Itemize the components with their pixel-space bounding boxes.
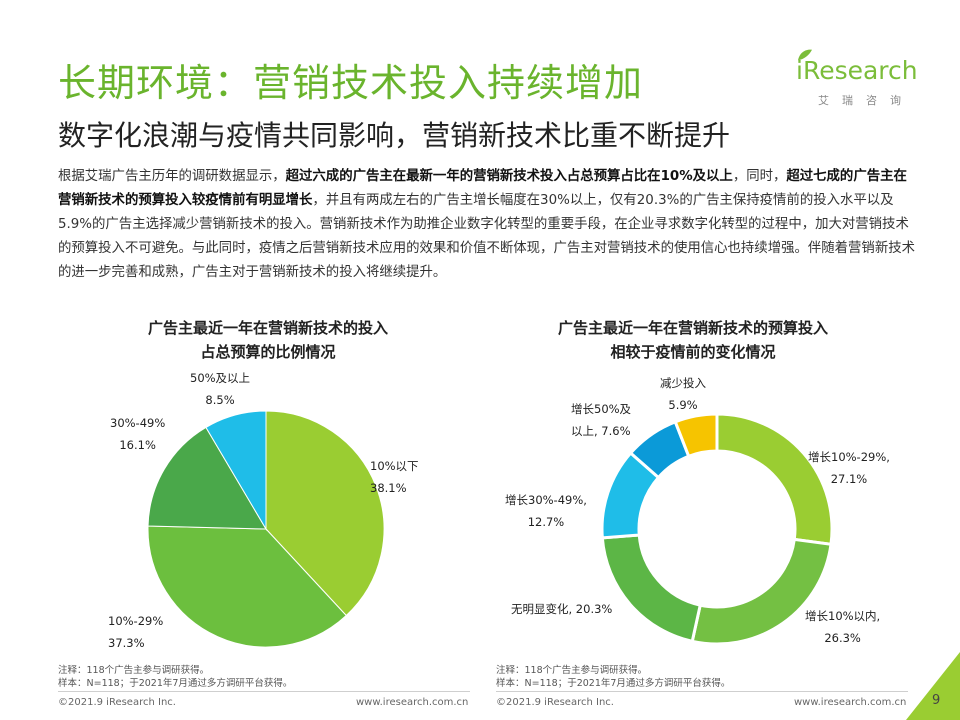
footer-copyright-left: ©2021.9 iResearch Inc. [58, 697, 176, 708]
pie-slice-2 [147, 426, 267, 530]
pie-slice-0 [265, 410, 385, 617]
pie-slice-1 [147, 525, 347, 648]
leaf-icon [798, 49, 812, 61]
donut-label-nochange: 无明显变化, 20.3% [511, 602, 613, 616]
pie-note: 注释：118个广告主参与调研获得。 样本：N=118；于2021年7月通过多方调… [58, 665, 293, 689]
page-subtitle: 数字化浪潮与疫情共同影响，营销新技术比重不断提升 [58, 119, 731, 152]
body-paragraph: 根据艾瑞广告主历年的调研数据显示，超过六成的广告主在最新一年的营销新技术投入占总… [58, 169, 915, 280]
donut-label-10-29: 增长10%-29%, 27.1% [808, 450, 890, 486]
donut-label-decrease: 减少投入 5.9% [660, 376, 706, 412]
footer-url-left[interactable]: www.iresearch.com.cn [356, 697, 469, 708]
corner-triangle [906, 652, 960, 720]
donut-note: 注释：118个广告主参与调研获得。 样本：N=118；于2021年7月通过多方调… [496, 665, 731, 689]
pie-label-50plus: 50%及以上 8.5% [190, 371, 251, 407]
donut-label-under10: 增长10%以内, 26.3% [805, 609, 881, 645]
pie-chart-title: 广告主最近一年在营销新技术的投入 占总预算的比例情况 [147, 319, 388, 361]
footer-url-right[interactable]: www.iresearch.com.cn [794, 697, 907, 708]
footer-line-left [58, 691, 470, 692]
logo-subtitle: 艾瑞咨询 [818, 94, 914, 107]
iresearch-logo: iResearch 艾瑞咨询 [790, 46, 918, 116]
donut-label-30-49: 增长30%-49%, 12.7% [505, 493, 587, 529]
page-title: 长期环境：营销技术投入持续增加 [58, 61, 644, 105]
footer-line-right [496, 691, 908, 692]
page-number: 9 [932, 693, 941, 708]
donut-segment-5 [673, 412, 719, 459]
pie-label-10-29: 10%-29% 37.3% [108, 614, 164, 650]
pie-slice-3 [205, 410, 267, 531]
footer-copyright-right: ©2021.9 iResearch Inc. [496, 697, 614, 708]
logo-wordmark: iResearch [796, 56, 918, 85]
pie-label-under10: 10%以下 38.1% [370, 459, 419, 495]
donut-chart-title: 广告主最近一年在营销新技术的预算投入 相较于疫情前的变化情况 [557, 319, 828, 361]
donut-label-50plus: 增长50%及 以上, 7.6% [571, 402, 632, 438]
pie-label-30-49: 30%-49% 16.1% [110, 416, 166, 452]
